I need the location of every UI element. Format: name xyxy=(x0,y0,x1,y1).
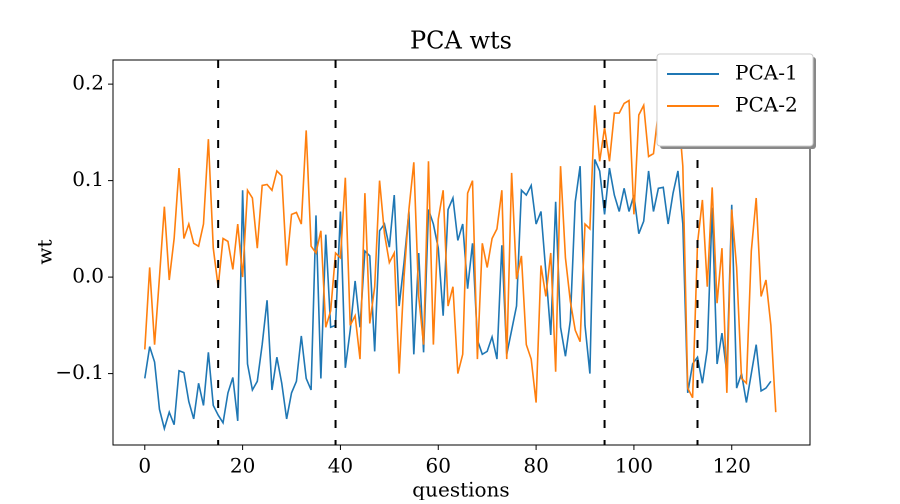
x-tick-label: 0 xyxy=(138,454,151,478)
x-tick-label: 20 xyxy=(230,454,255,478)
legend-label: PCA-1 xyxy=(735,61,798,85)
legend-label: PCA-2 xyxy=(735,93,798,117)
x-tick-label: 80 xyxy=(523,454,548,478)
legend xyxy=(656,53,814,147)
x-tick-label: 100 xyxy=(615,454,653,478)
data-line xyxy=(143,159,772,432)
chart-title: PCA wts xyxy=(410,27,512,55)
y-axis-label: wt xyxy=(33,239,57,264)
y-tick-label: −0.1 xyxy=(55,360,104,384)
y-tick-label: 0.1 xyxy=(72,167,104,191)
y-tick-label: 0.0 xyxy=(72,264,104,288)
y-tick-label: 0.2 xyxy=(72,71,104,95)
x-axis-label: questions xyxy=(412,478,509,501)
plot-frame xyxy=(112,59,811,446)
x-tick-label: 40 xyxy=(328,454,353,478)
x-tick-label: 120 xyxy=(713,454,751,478)
x-tick-label: 60 xyxy=(426,454,451,478)
